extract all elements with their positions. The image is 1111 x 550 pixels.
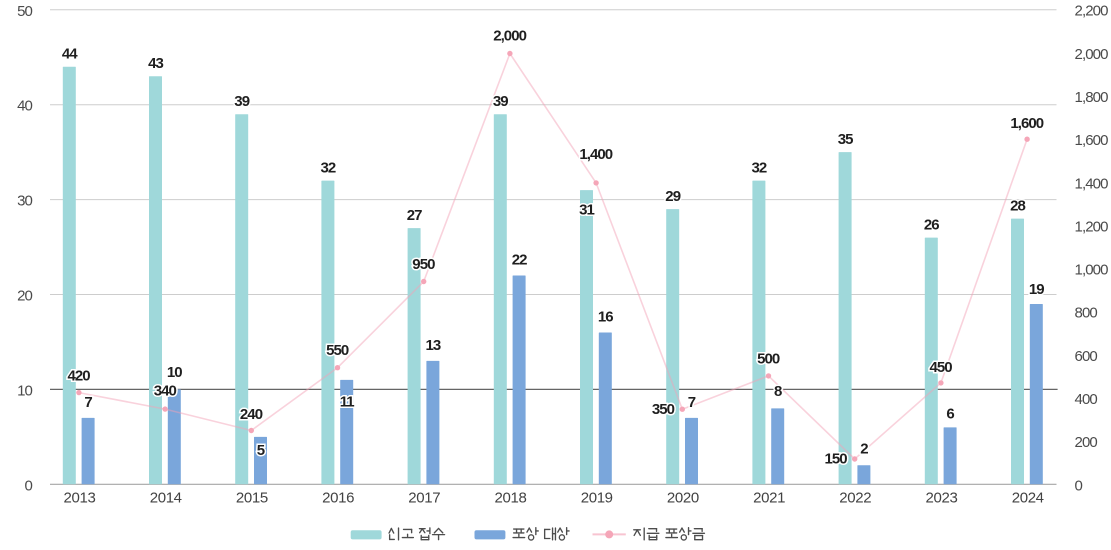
svg-text:13: 13 [426, 337, 441, 354]
svg-text:40: 40 [17, 98, 32, 115]
svg-text:1,400: 1,400 [1075, 175, 1109, 192]
svg-text:39: 39 [493, 93, 508, 110]
svg-text:450: 450 [930, 359, 953, 376]
svg-text:29: 29 [665, 188, 680, 205]
svg-text:11: 11 [340, 394, 355, 411]
svg-text:28: 28 [1010, 198, 1025, 215]
svg-text:2020: 2020 [667, 490, 699, 507]
svg-text:2022: 2022 [839, 490, 871, 507]
svg-text:6: 6 [946, 406, 954, 423]
svg-text:2019: 2019 [581, 490, 613, 507]
svg-text:950: 950 [412, 256, 435, 273]
svg-text:2: 2 [860, 440, 868, 457]
svg-text:22: 22 [512, 252, 527, 269]
svg-text:2021: 2021 [753, 490, 785, 507]
svg-text:7: 7 [688, 394, 696, 411]
svg-text:19: 19 [1029, 281, 1044, 298]
svg-text:420: 420 [68, 368, 91, 385]
svg-text:32: 32 [752, 160, 767, 177]
svg-text:600: 600 [1075, 348, 1098, 365]
svg-text:1,200: 1,200 [1075, 218, 1109, 235]
svg-text:44: 44 [62, 46, 78, 63]
svg-text:240: 240 [240, 406, 263, 423]
svg-text:550: 550 [326, 342, 349, 359]
svg-text:800: 800 [1075, 305, 1098, 322]
svg-text:10: 10 [167, 364, 182, 381]
svg-text:43: 43 [148, 55, 163, 72]
svg-text:350: 350 [652, 401, 675, 418]
svg-text:2014: 2014 [150, 490, 182, 507]
svg-text:35: 35 [838, 131, 853, 148]
svg-text:500: 500 [757, 350, 780, 367]
svg-text:2,000: 2,000 [1075, 46, 1109, 63]
svg-text:1,800: 1,800 [1075, 89, 1109, 106]
svg-text:150: 150 [825, 451, 848, 468]
svg-text:2,200: 2,200 [1075, 3, 1109, 20]
svg-text:2013: 2013 [64, 490, 96, 507]
svg-text:2018: 2018 [495, 490, 527, 507]
svg-text:27: 27 [407, 207, 422, 224]
svg-text:39: 39 [234, 93, 249, 110]
svg-text:7: 7 [84, 394, 92, 411]
svg-text:2016: 2016 [322, 490, 354, 507]
svg-text:0: 0 [25, 477, 33, 494]
svg-text:2,000: 2,000 [493, 28, 526, 45]
svg-text:340: 340 [154, 383, 177, 400]
svg-text:20: 20 [17, 288, 32, 305]
svg-text:200: 200 [1075, 434, 1098, 451]
svg-text:30: 30 [17, 193, 32, 210]
svg-text:8: 8 [774, 383, 782, 400]
svg-text:16: 16 [598, 309, 613, 326]
svg-text:31: 31 [579, 202, 594, 219]
svg-text:1,600: 1,600 [1010, 115, 1043, 132]
svg-text:10: 10 [17, 382, 32, 399]
svg-text:5: 5 [257, 442, 265, 459]
svg-text:26: 26 [924, 217, 939, 234]
svg-text:2024: 2024 [1012, 490, 1044, 507]
svg-text:50: 50 [17, 3, 32, 20]
svg-text:1,600: 1,600 [1075, 132, 1109, 149]
svg-text:1,000: 1,000 [1075, 262, 1109, 279]
svg-text:0: 0 [1075, 477, 1083, 494]
svg-text:1,400: 1,400 [579, 146, 612, 163]
svg-text:2023: 2023 [926, 490, 958, 507]
svg-text:2017: 2017 [408, 490, 440, 507]
svg-text:32: 32 [321, 160, 336, 177]
svg-text:2015: 2015 [236, 490, 268, 507]
svg-text:400: 400 [1075, 391, 1098, 408]
